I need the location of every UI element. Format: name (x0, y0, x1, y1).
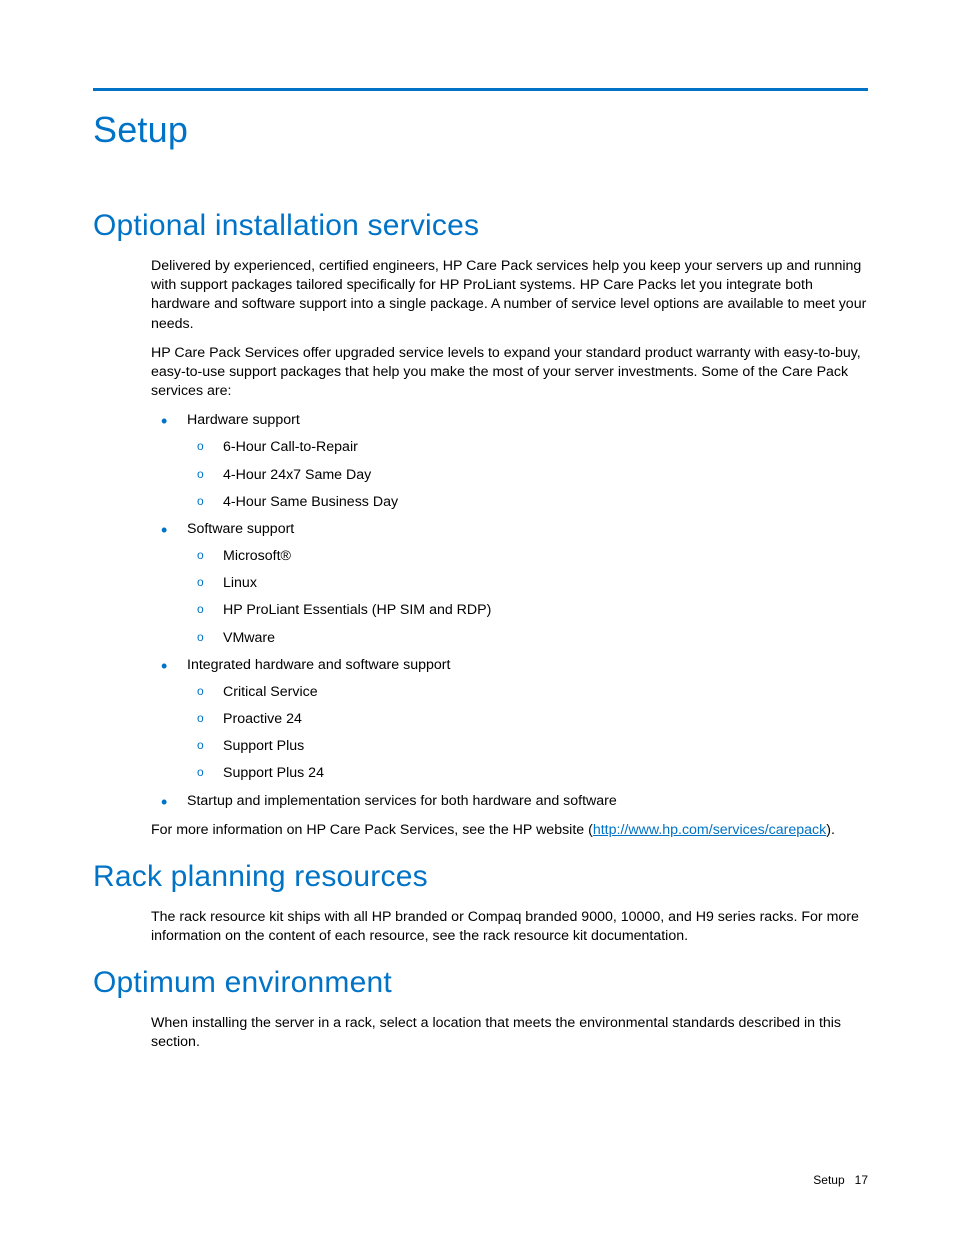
paragraph: For more information on HP Care Pack Ser… (151, 821, 868, 840)
list-item: Critical Service (187, 683, 868, 702)
paragraph: Delivered by experienced, certified engi… (151, 257, 868, 334)
list-item-label: Support Plus (223, 738, 304, 754)
list-item-label: Support Plus 24 (223, 765, 324, 781)
text: ). (826, 822, 835, 838)
list-item-label: Proactive 24 (223, 711, 302, 727)
list-item: Linux (187, 574, 868, 593)
top-rule (93, 88, 868, 91)
list-item: Support Plus (187, 737, 868, 756)
list-item-label: VMware (223, 630, 275, 646)
sub-list: 6-Hour Call-to-Repair 4-Hour 24x7 Same D… (187, 438, 868, 512)
heading-rack-planning: Rack planning resources (93, 860, 868, 894)
list-item-label: Critical Service (223, 684, 318, 700)
list-item: Integrated hardware and software support… (151, 656, 868, 784)
list-item-label: HP ProLiant Essentials (HP SIM and RDP) (223, 602, 491, 618)
list-item: Hardware support 6-Hour Call-to-Repair 4… (151, 411, 868, 512)
page-footer: Setup 17 (813, 1173, 868, 1187)
body-optional: Delivered by experienced, certified engi… (93, 257, 868, 840)
list-item-label: Linux (223, 575, 257, 591)
list-item: Microsoft® (187, 547, 868, 566)
paragraph: The rack resource kit ships with all HP … (151, 908, 868, 946)
list-item: HP ProLiant Essentials (HP SIM and RDP) (187, 601, 868, 620)
list-item-label: 4-Hour 24x7 Same Day (223, 467, 371, 483)
list-item: 4-Hour Same Business Day (187, 493, 868, 512)
body-optimum: When installing the server in a rack, se… (93, 1014, 868, 1052)
list-item: 4-Hour 24x7 Same Day (187, 466, 868, 485)
heading-optimum-environment: Optimum environment (93, 966, 868, 1000)
list-item-label: Integrated hardware and software support (187, 657, 450, 673)
list-item-label: Software support (187, 521, 294, 537)
list-item: VMware (187, 629, 868, 648)
paragraph: When installing the server in a rack, se… (151, 1014, 868, 1052)
heading-optional-installation: Optional installation services (93, 209, 868, 243)
body-rack: The rack resource kit ships with all HP … (93, 908, 868, 946)
paragraph: HP Care Pack Services offer upgraded ser… (151, 344, 868, 402)
list-item: Proactive 24 (187, 710, 868, 729)
list-item: Startup and implementation services for … (151, 792, 868, 811)
page-title: Setup (93, 109, 868, 151)
list-item: Support Plus 24 (187, 764, 868, 783)
footer-label: Setup (813, 1173, 844, 1187)
bullet-list: Hardware support 6-Hour Call-to-Repair 4… (151, 411, 868, 811)
list-item: Software support Microsoft® Linux HP Pro… (151, 520, 868, 648)
text: For more information on HP Care Pack Ser… (151, 822, 593, 838)
list-item-label: Microsoft® (223, 548, 291, 564)
footer-page-number: 17 (855, 1173, 868, 1187)
sub-list: Critical Service Proactive 24 Support Pl… (187, 683, 868, 784)
list-item: 6-Hour Call-to-Repair (187, 438, 868, 457)
list-item-label: 6-Hour Call-to-Repair (223, 439, 358, 455)
list-item-label: Hardware support (187, 412, 300, 428)
list-item-label: Startup and implementation services for … (187, 793, 617, 809)
sub-list: Microsoft® Linux HP ProLiant Essentials … (187, 547, 868, 648)
carepack-link[interactable]: http://www.hp.com/services/carepack (593, 822, 826, 838)
list-item-label: 4-Hour Same Business Day (223, 494, 398, 510)
